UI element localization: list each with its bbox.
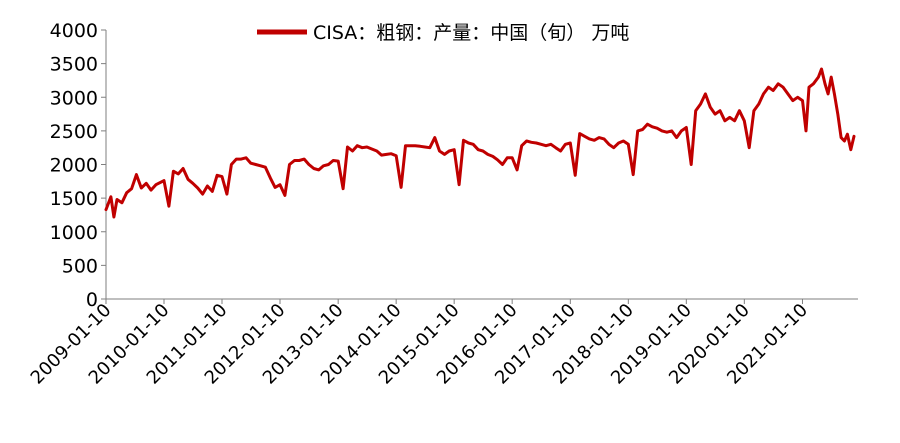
y-tick-label: 2500	[50, 121, 98, 143]
y-tick-label: 3500	[50, 54, 98, 76]
plot-area	[104, 67, 856, 219]
y-axis: 0 500 1000 1500 2000 2500 3000 3500 4000	[50, 20, 107, 311]
legend-label: CISA：粗钢：产量：中国（旬） 万吨	[313, 22, 629, 44]
series-line-0	[104, 67, 856, 219]
legend: CISA：粗钢：产量：中国（旬） 万吨	[257, 22, 629, 44]
y-tick-label: 4000	[50, 20, 98, 42]
y-tick-label: 3000	[50, 87, 98, 109]
y-tick-label: 1500	[50, 188, 98, 210]
y-tick-label: 1000	[50, 222, 98, 244]
y-tick-label: 0	[86, 289, 98, 311]
y-tick-label: 2000	[50, 155, 98, 177]
x-axis: 2009-01-102010-01-102011-01-102012-01-10…	[27, 298, 858, 389]
y-tick-label: 500	[62, 255, 98, 277]
